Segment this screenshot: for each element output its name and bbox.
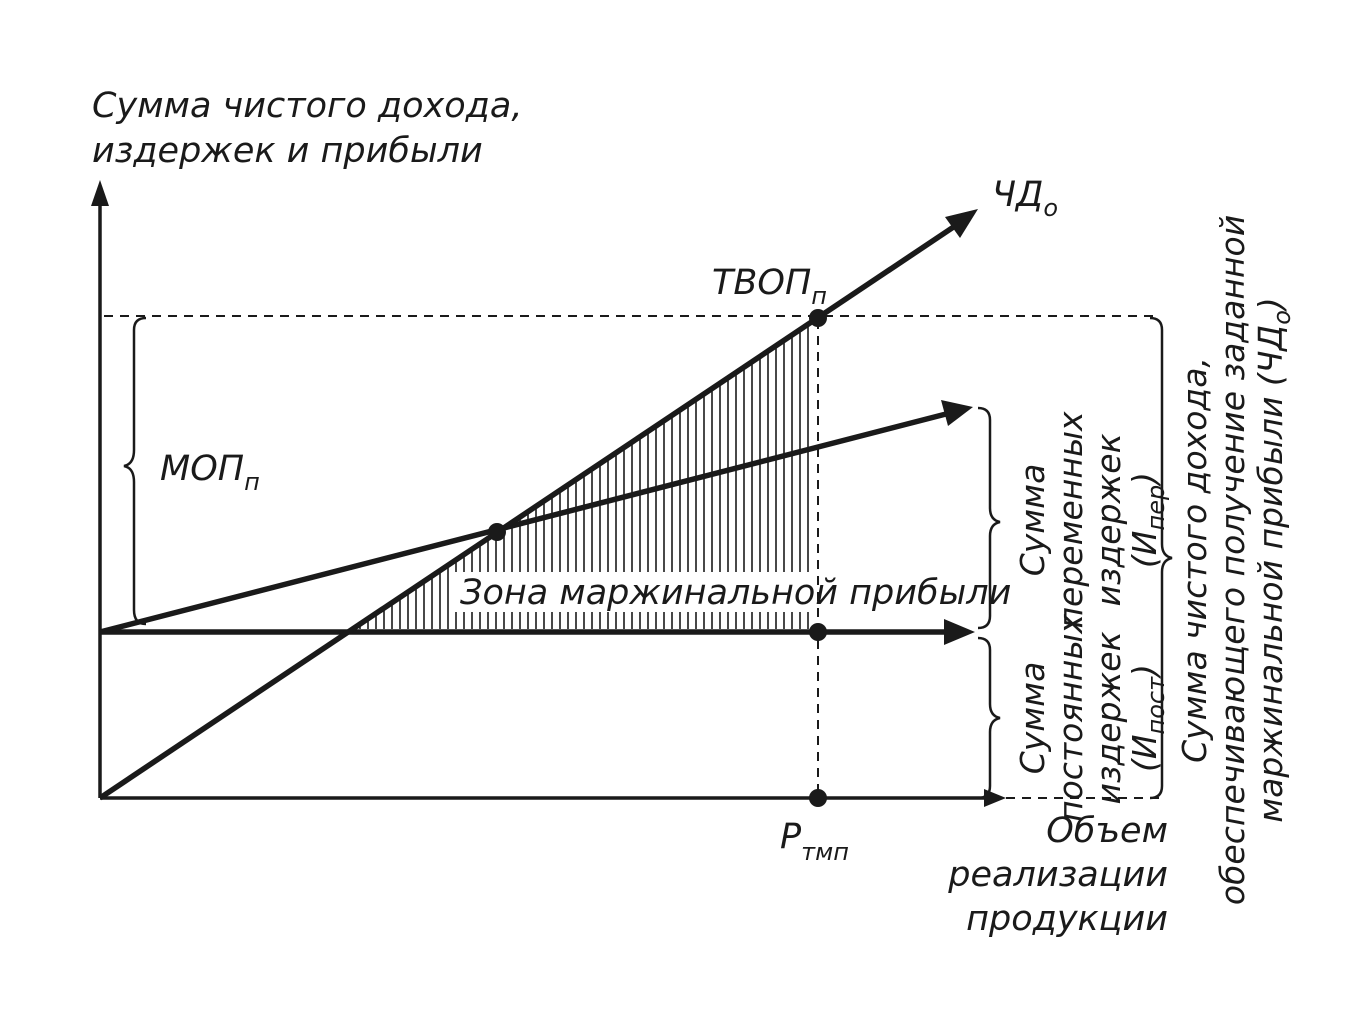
fixed-costs-arrowhead	[944, 619, 975, 645]
total-income-label-line-3: маржинальной прибыли (ЧДо)	[1251, 297, 1296, 823]
total-costs-line	[99, 411, 947, 635]
fixed-costs-label-line-4: (Ипост)	[1125, 664, 1170, 772]
volume-point-marker	[809, 789, 827, 807]
x-axis-label-line-1: Объем	[1046, 811, 1168, 851]
fixed-costs-label: Сумма постоянных издержек (Ипост)	[1013, 614, 1170, 822]
break-even-point-marker	[488, 523, 506, 541]
total-income-label-line-2: обеспечивающего получение заданной	[1213, 215, 1252, 905]
variable-costs-brace	[977, 406, 1001, 630]
variable-costs-label-line-1: Сумма	[1013, 464, 1052, 577]
threshold-point-label: ТВОПп	[712, 263, 827, 310]
variable-costs-label-line-2: переменных	[1051, 411, 1090, 629]
marginal-profit-zone-hatching	[359, 324, 809, 629]
marginal-profit-zone-label: Зона маржинальной прибыли	[460, 573, 1011, 613]
fixed-costs-label-line-1: Сумма	[1013, 662, 1052, 775]
total-costs-arrowhead	[941, 400, 973, 426]
net-income-line	[98, 223, 957, 801]
margin-brace	[123, 316, 147, 626]
net-income-arrowhead	[945, 209, 978, 238]
x-axis-label-line-3: продукции	[966, 899, 1168, 939]
volume-point-label: Ртмп	[780, 817, 849, 866]
margin-label: МОПп	[160, 449, 260, 496]
fixed-costs-label-line-3: издержек	[1089, 631, 1128, 804]
total-income-label-line-1: Сумма чистого дохода,	[1175, 357, 1214, 763]
variable-costs-label: Сумма переменных издержек (Ипер)	[1013, 411, 1170, 629]
y-axis-arrowhead	[91, 180, 109, 206]
net-income-line-label: ЧДо	[992, 175, 1058, 222]
variable-costs-label-line-3: издержек	[1089, 433, 1128, 606]
threshold-point-marker	[809, 309, 827, 327]
y-axis-label-line-1: Сумма чистого дохода,	[92, 86, 522, 126]
fixed-costs-brace	[977, 636, 1001, 800]
x-axis-arrowhead	[984, 789, 1006, 807]
fixed-costs-point-marker	[809, 623, 827, 641]
fixed-costs-label-line-2: постоянных	[1051, 614, 1090, 822]
total-income-brace	[1149, 316, 1173, 800]
y-axis-label-line-2: издержек и прибыли	[92, 131, 483, 171]
total-income-label: Сумма чистого дохода, обеспечивающего по…	[1175, 215, 1296, 905]
variable-costs-label-line-4: (Ипер)	[1125, 472, 1170, 568]
x-axis-label-line-2: реализации	[947, 855, 1168, 895]
